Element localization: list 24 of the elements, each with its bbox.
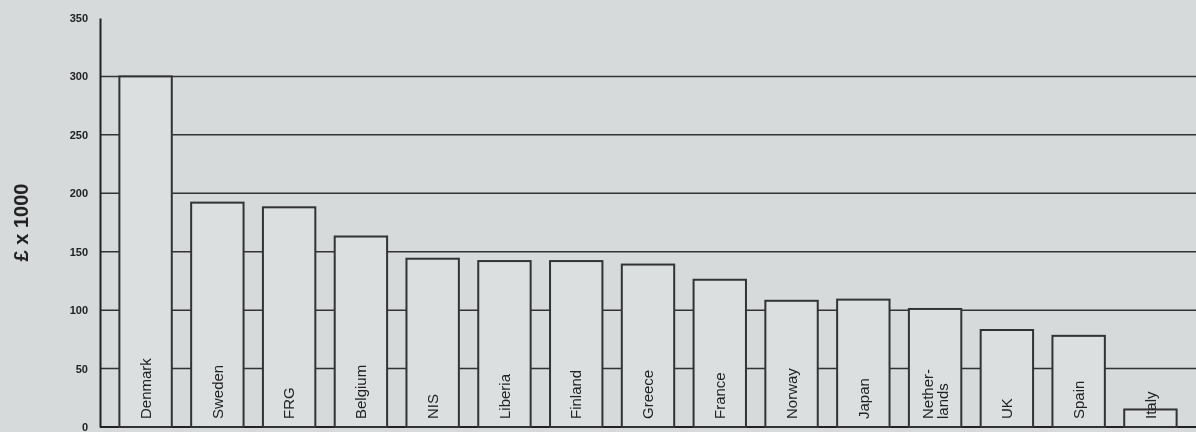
x-tick-label: Denmark: [136, 357, 154, 419]
y-tick-label: 250: [69, 128, 88, 141]
x-tick-label: Belgium: [352, 364, 370, 419]
x-tick-label: Finland: [567, 369, 585, 419]
y-tick-label: 300: [69, 70, 88, 83]
y-tick-label: 0: [81, 421, 88, 432]
x-tick-label: Greece: [639, 369, 657, 419]
x-tick-label: France: [711, 372, 729, 419]
y-tick-label: 150: [69, 245, 88, 258]
x-tick-label: Japan: [854, 378, 872, 419]
x-tick-label: UK: [998, 398, 1016, 419]
y-tick-label: 350: [69, 12, 88, 25]
x-tick-label: Italy: [1141, 390, 1159, 419]
x-tick-label: Nether- lands: [918, 368, 951, 419]
y-tick-label: 50: [75, 362, 88, 375]
x-tick-label: Liberia: [495, 373, 513, 419]
x-tick-label: FRG: [280, 387, 298, 419]
y-tick-label: 200: [69, 187, 88, 200]
x-tick-label: Spain: [1069, 380, 1087, 419]
x-tick-label: NIS: [423, 393, 441, 419]
x-tick-label: Norway: [782, 367, 800, 419]
y-axis-title: £ x 1000: [10, 183, 32, 262]
y-tick-label: 100: [69, 304, 88, 317]
x-tick-label: Sweden: [208, 364, 226, 419]
